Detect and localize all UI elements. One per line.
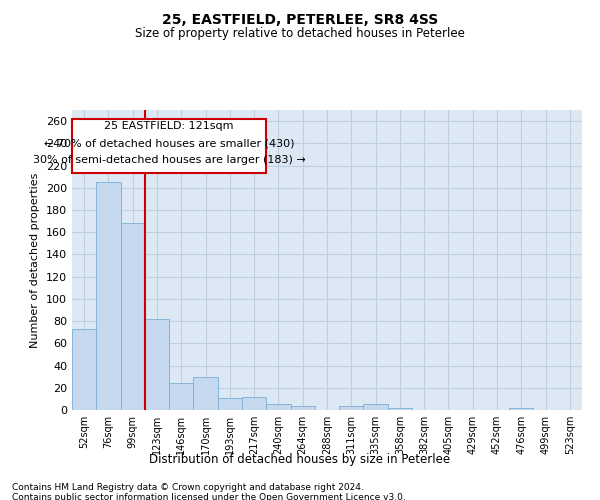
Bar [72,329,96,410]
Text: ← 70% of detached houses are smaller (430): ← 70% of detached houses are smaller (43… [44,138,295,148]
Bar [96,182,121,410]
Text: Size of property relative to detached houses in Peterlee: Size of property relative to detached ho… [135,28,465,40]
Bar [290,406,315,410]
Bar [388,408,412,410]
Text: Contains public sector information licensed under the Open Government Licence v3: Contains public sector information licen… [12,492,406,500]
Bar [121,224,145,410]
Bar [509,408,533,410]
Bar [145,319,169,410]
Bar [339,406,364,410]
Bar [218,398,242,410]
Text: 25 EASTFIELD: 121sqm: 25 EASTFIELD: 121sqm [104,122,234,132]
Text: Distribution of detached houses by size in Peterlee: Distribution of detached houses by size … [149,452,451,466]
Bar [242,396,266,410]
Bar [266,404,290,410]
Text: 25, EASTFIELD, PETERLEE, SR8 4SS: 25, EASTFIELD, PETERLEE, SR8 4SS [162,12,438,26]
Text: Contains HM Land Registry data © Crown copyright and database right 2024.: Contains HM Land Registry data © Crown c… [12,482,364,492]
Bar [193,376,218,410]
Y-axis label: Number of detached properties: Number of detached properties [31,172,40,348]
Bar [364,404,388,410]
Bar [169,384,193,410]
Text: 30% of semi-detached houses are larger (183) →: 30% of semi-detached houses are larger (… [33,156,305,166]
